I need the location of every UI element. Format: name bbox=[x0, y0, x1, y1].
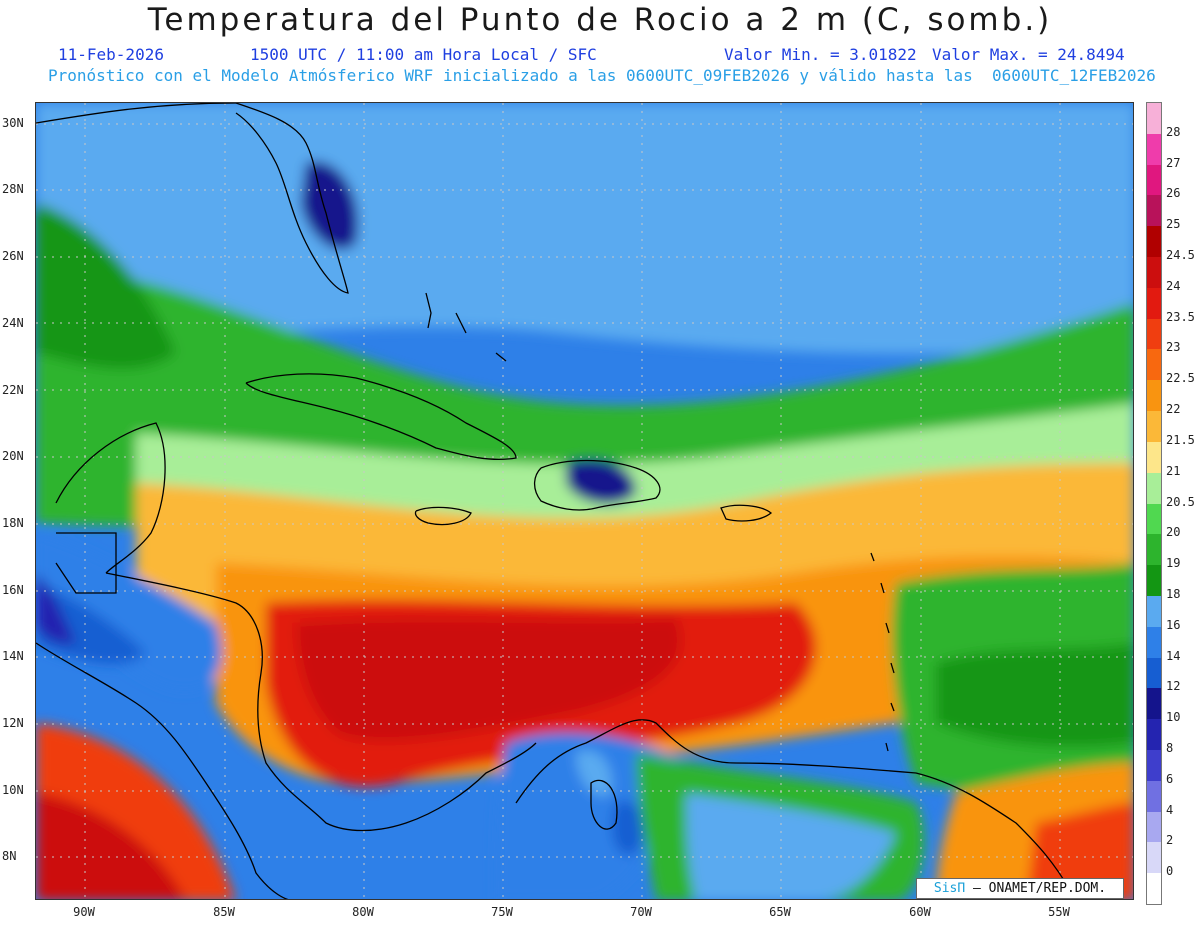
lon-label: 75W bbox=[491, 905, 513, 919]
map-panel bbox=[35, 102, 1134, 900]
color-scale-bar bbox=[1146, 102, 1162, 905]
color-scale-label: 22.5 bbox=[1166, 371, 1195, 386]
color-scale-label: 27 bbox=[1166, 155, 1181, 170]
color-scale-cell bbox=[1147, 380, 1161, 412]
color-scale-cell bbox=[1147, 719, 1161, 751]
color-scale-cell bbox=[1147, 257, 1161, 289]
lat-label: 12N bbox=[2, 716, 24, 730]
lat-label: 22N bbox=[2, 383, 24, 397]
color-scale-cell bbox=[1147, 595, 1161, 627]
lon-label: 65W bbox=[769, 905, 791, 919]
lon-label: 55W bbox=[1048, 905, 1070, 919]
lon-label: 90W bbox=[73, 905, 95, 919]
lat-label: 20N bbox=[2, 449, 24, 463]
forecast-date: 11-Feb-2026 bbox=[58, 45, 164, 64]
color-scale-cell bbox=[1147, 103, 1161, 134]
lon-label: 85W bbox=[213, 905, 235, 919]
color-scale-cell bbox=[1147, 565, 1161, 597]
color-scale-cell bbox=[1147, 472, 1161, 504]
lat-label: 26N bbox=[2, 249, 24, 263]
map-title: Temperatura del Punto de Rocio a 2 m (C,… bbox=[147, 2, 1053, 38]
color-scale-label: 4 bbox=[1166, 802, 1174, 817]
lat-label: 18N bbox=[2, 516, 24, 530]
color-scale-cell bbox=[1147, 226, 1161, 258]
color-scale-label: 19 bbox=[1166, 556, 1181, 571]
coastlines bbox=[36, 103, 1076, 899]
lon-label: 80W bbox=[352, 905, 374, 919]
color-scale-cell bbox=[1147, 503, 1161, 535]
color-scale-label: 10 bbox=[1166, 710, 1181, 725]
credit-brand: SisΠ bbox=[933, 881, 966, 896]
color-scale-label: 8 bbox=[1166, 740, 1174, 755]
color-scale-cell bbox=[1147, 164, 1161, 196]
color-scale-label: 18 bbox=[1166, 586, 1181, 601]
color-scale-cell bbox=[1147, 749, 1161, 781]
color-scale-label: 24.5 bbox=[1166, 248, 1195, 263]
color-scale-label: 23.5 bbox=[1166, 309, 1195, 324]
graticule bbox=[36, 103, 1133, 899]
dewpoint-map bbox=[36, 103, 1133, 899]
color-scale-cell bbox=[1147, 133, 1161, 165]
lat-label: 16N bbox=[2, 583, 24, 597]
lon-label: 60W bbox=[909, 905, 931, 919]
color-scale-cell bbox=[1147, 657, 1161, 689]
color-scale-cell bbox=[1147, 287, 1161, 319]
lat-label: 28N bbox=[2, 182, 24, 196]
color-scale-label: 20 bbox=[1166, 525, 1181, 540]
color-scale-label: 23 bbox=[1166, 340, 1181, 355]
forecast-time: 1500 UTC / 11:00 am Hora Local / SFC bbox=[250, 45, 597, 64]
color-scale-cell bbox=[1147, 411, 1161, 443]
color-scale-cell bbox=[1147, 780, 1161, 812]
color-scale-cell bbox=[1147, 441, 1161, 473]
color-scale-label: 28 bbox=[1166, 124, 1181, 139]
lon-label: 70W bbox=[630, 905, 652, 919]
color-scale-label: 12 bbox=[1166, 679, 1181, 694]
color-scale-label: 26 bbox=[1166, 186, 1181, 201]
value-max: Valor Max. = 24.8494 bbox=[932, 45, 1125, 64]
lat-label: 24N bbox=[2, 316, 24, 330]
color-scale-cell bbox=[1147, 318, 1161, 350]
forecast-subtitle: Pronóstico con el Modelo Atmósferico WRF… bbox=[48, 66, 1156, 85]
lat-label: 8N bbox=[2, 849, 17, 863]
color-scale-label: 0 bbox=[1166, 864, 1174, 879]
color-scale-label: 22 bbox=[1166, 402, 1181, 417]
color-scale-cell bbox=[1147, 842, 1161, 874]
credit-box: SisΠ – ONAMET/REP.DOM. bbox=[916, 878, 1124, 899]
credit-org: – ONAMET/REP.DOM. bbox=[965, 881, 1107, 896]
lat-label: 14N bbox=[2, 649, 24, 663]
lat-label: 30N bbox=[2, 116, 24, 130]
color-scale-label: 16 bbox=[1166, 617, 1181, 632]
color-scale-label: 21 bbox=[1166, 463, 1181, 478]
color-scale-label: 20.5 bbox=[1166, 494, 1195, 509]
color-scale-cell bbox=[1147, 349, 1161, 381]
color-scale-label: 25 bbox=[1166, 217, 1181, 232]
color-scale-label: 14 bbox=[1166, 648, 1181, 663]
color-scale-cell bbox=[1147, 811, 1161, 843]
color-scale-label: 24 bbox=[1166, 278, 1181, 293]
color-scale-label: 2 bbox=[1166, 833, 1174, 848]
value-min: Valor Min. = 3.01822 bbox=[724, 45, 917, 64]
color-scale-cell bbox=[1147, 195, 1161, 227]
color-scale-cell bbox=[1147, 688, 1161, 720]
color-scale-label: 21.5 bbox=[1166, 432, 1195, 447]
color-scale-cell bbox=[1147, 626, 1161, 658]
field-layers bbox=[36, 103, 1133, 899]
color-scale-label: 6 bbox=[1166, 771, 1174, 786]
color-scale-cell bbox=[1147, 534, 1161, 566]
color-scale-cell bbox=[1147, 873, 1161, 905]
lat-label: 10N bbox=[2, 783, 24, 797]
